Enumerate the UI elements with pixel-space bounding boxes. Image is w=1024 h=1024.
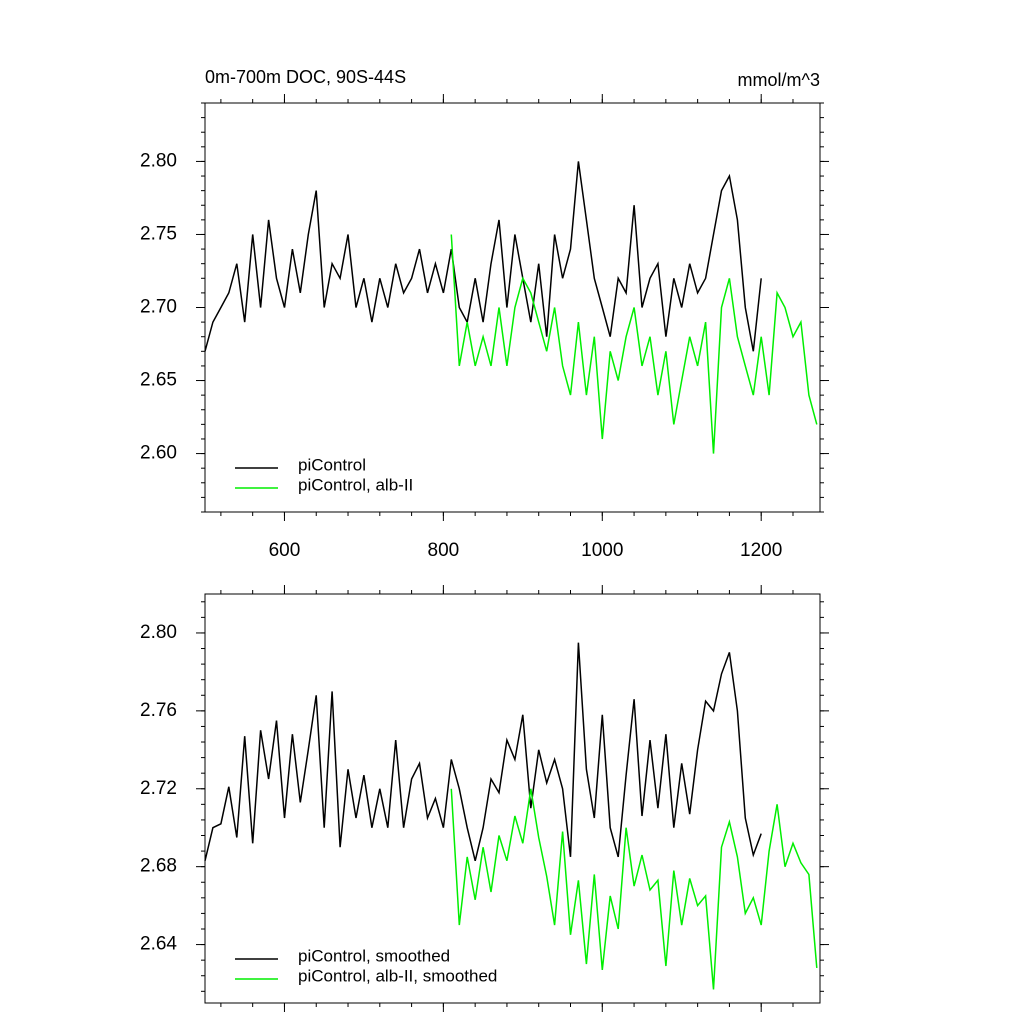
chart-title: 0m-700m DOC, 90S-44S <box>205 67 406 87</box>
y-tick-label: 2.80 <box>140 622 177 643</box>
y-tick-label: 2.80 <box>140 150 177 171</box>
plot-frame <box>204 593 821 1004</box>
legend-label: piControl <box>298 455 366 474</box>
y-tick-label: 2.65 <box>140 370 177 391</box>
y-tick-label: 2.64 <box>140 934 177 955</box>
legend-label: piControl, smoothed <box>298 946 450 965</box>
legend-label: piControl, alb-II <box>298 475 413 494</box>
y-tick-label: 2.72 <box>140 778 177 799</box>
y-tick-label: 2.76 <box>140 700 177 721</box>
y-tick-label: 2.60 <box>140 443 177 464</box>
data-line <box>204 161 762 352</box>
x-tick-label: 1200 <box>740 540 782 561</box>
y-tick-label: 2.75 <box>140 223 177 244</box>
x-tick-label: 600 <box>269 540 301 561</box>
y-tick-label: 2.70 <box>140 297 177 318</box>
data-line <box>450 788 818 990</box>
data-line <box>204 642 762 861</box>
plot-frame <box>204 102 821 513</box>
units-label: mmol/m^3 <box>738 70 820 90</box>
x-tick-label: 1000 <box>581 540 623 561</box>
y-tick-label: 2.68 <box>140 856 177 877</box>
data-line <box>450 234 818 454</box>
legend-label: piControl, alb-II, smoothed <box>298 966 497 985</box>
x-tick-label: 800 <box>428 540 460 561</box>
